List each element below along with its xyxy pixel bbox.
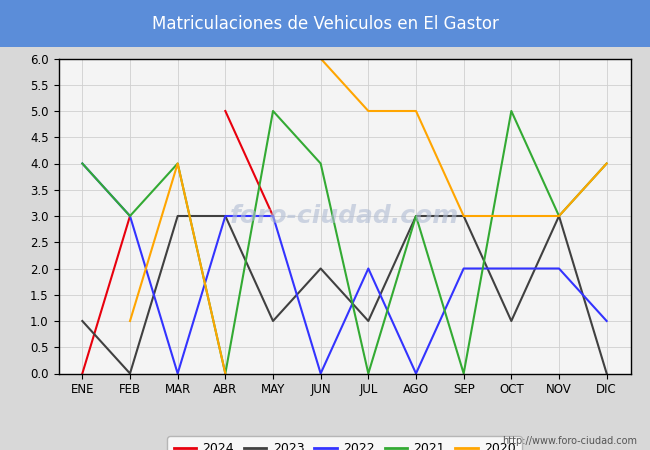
2021 [174, 161, 181, 166]
2023 [79, 318, 86, 324]
Line: 2020: 2020 [130, 163, 226, 374]
2023 [460, 213, 467, 219]
2021 [222, 371, 229, 376]
2021 [126, 213, 134, 219]
Line: 2024: 2024 [83, 216, 130, 374]
2020 [126, 318, 134, 324]
2021 [555, 213, 563, 219]
2022 [174, 371, 181, 376]
2021 [412, 213, 420, 219]
2020 [174, 161, 181, 166]
2023 [412, 213, 420, 219]
2022 [555, 266, 563, 271]
2022 [126, 213, 134, 219]
2023 [222, 213, 229, 219]
2023 [508, 318, 515, 324]
2023 [603, 371, 610, 376]
2022 [460, 266, 467, 271]
2023 [126, 371, 134, 376]
2022 [269, 213, 277, 219]
2022 [365, 266, 372, 271]
2022 [508, 266, 515, 271]
2023 [269, 318, 277, 324]
Text: foro-ciudad.com: foro-ciudad.com [230, 204, 459, 228]
2022 [79, 161, 86, 166]
2023 [174, 213, 181, 219]
2022 [222, 213, 229, 219]
2023 [555, 213, 563, 219]
Text: http://www.foro-ciudad.com: http://www.foro-ciudad.com [502, 436, 637, 446]
2021 [460, 371, 467, 376]
2023 [365, 318, 372, 324]
2021 [79, 161, 86, 166]
2023 [317, 266, 324, 271]
2020 [222, 371, 229, 376]
2021 [508, 108, 515, 114]
2021 [317, 161, 324, 166]
2024 [79, 371, 86, 376]
2022 [317, 371, 324, 376]
Legend: 2024, 2023, 2022, 2021, 2020: 2024, 2023, 2022, 2021, 2020 [167, 436, 522, 450]
2022 [412, 371, 420, 376]
2021 [269, 108, 277, 114]
Text: Matriculaciones de Vehiculos en El Gastor: Matriculaciones de Vehiculos en El Gasto… [151, 14, 499, 33]
Line: 2022: 2022 [83, 163, 606, 374]
Line: 2023: 2023 [83, 216, 606, 374]
2021 [365, 371, 372, 376]
Line: 2021: 2021 [83, 111, 606, 374]
2021 [603, 161, 610, 166]
2024 [126, 213, 134, 219]
2022 [603, 318, 610, 324]
